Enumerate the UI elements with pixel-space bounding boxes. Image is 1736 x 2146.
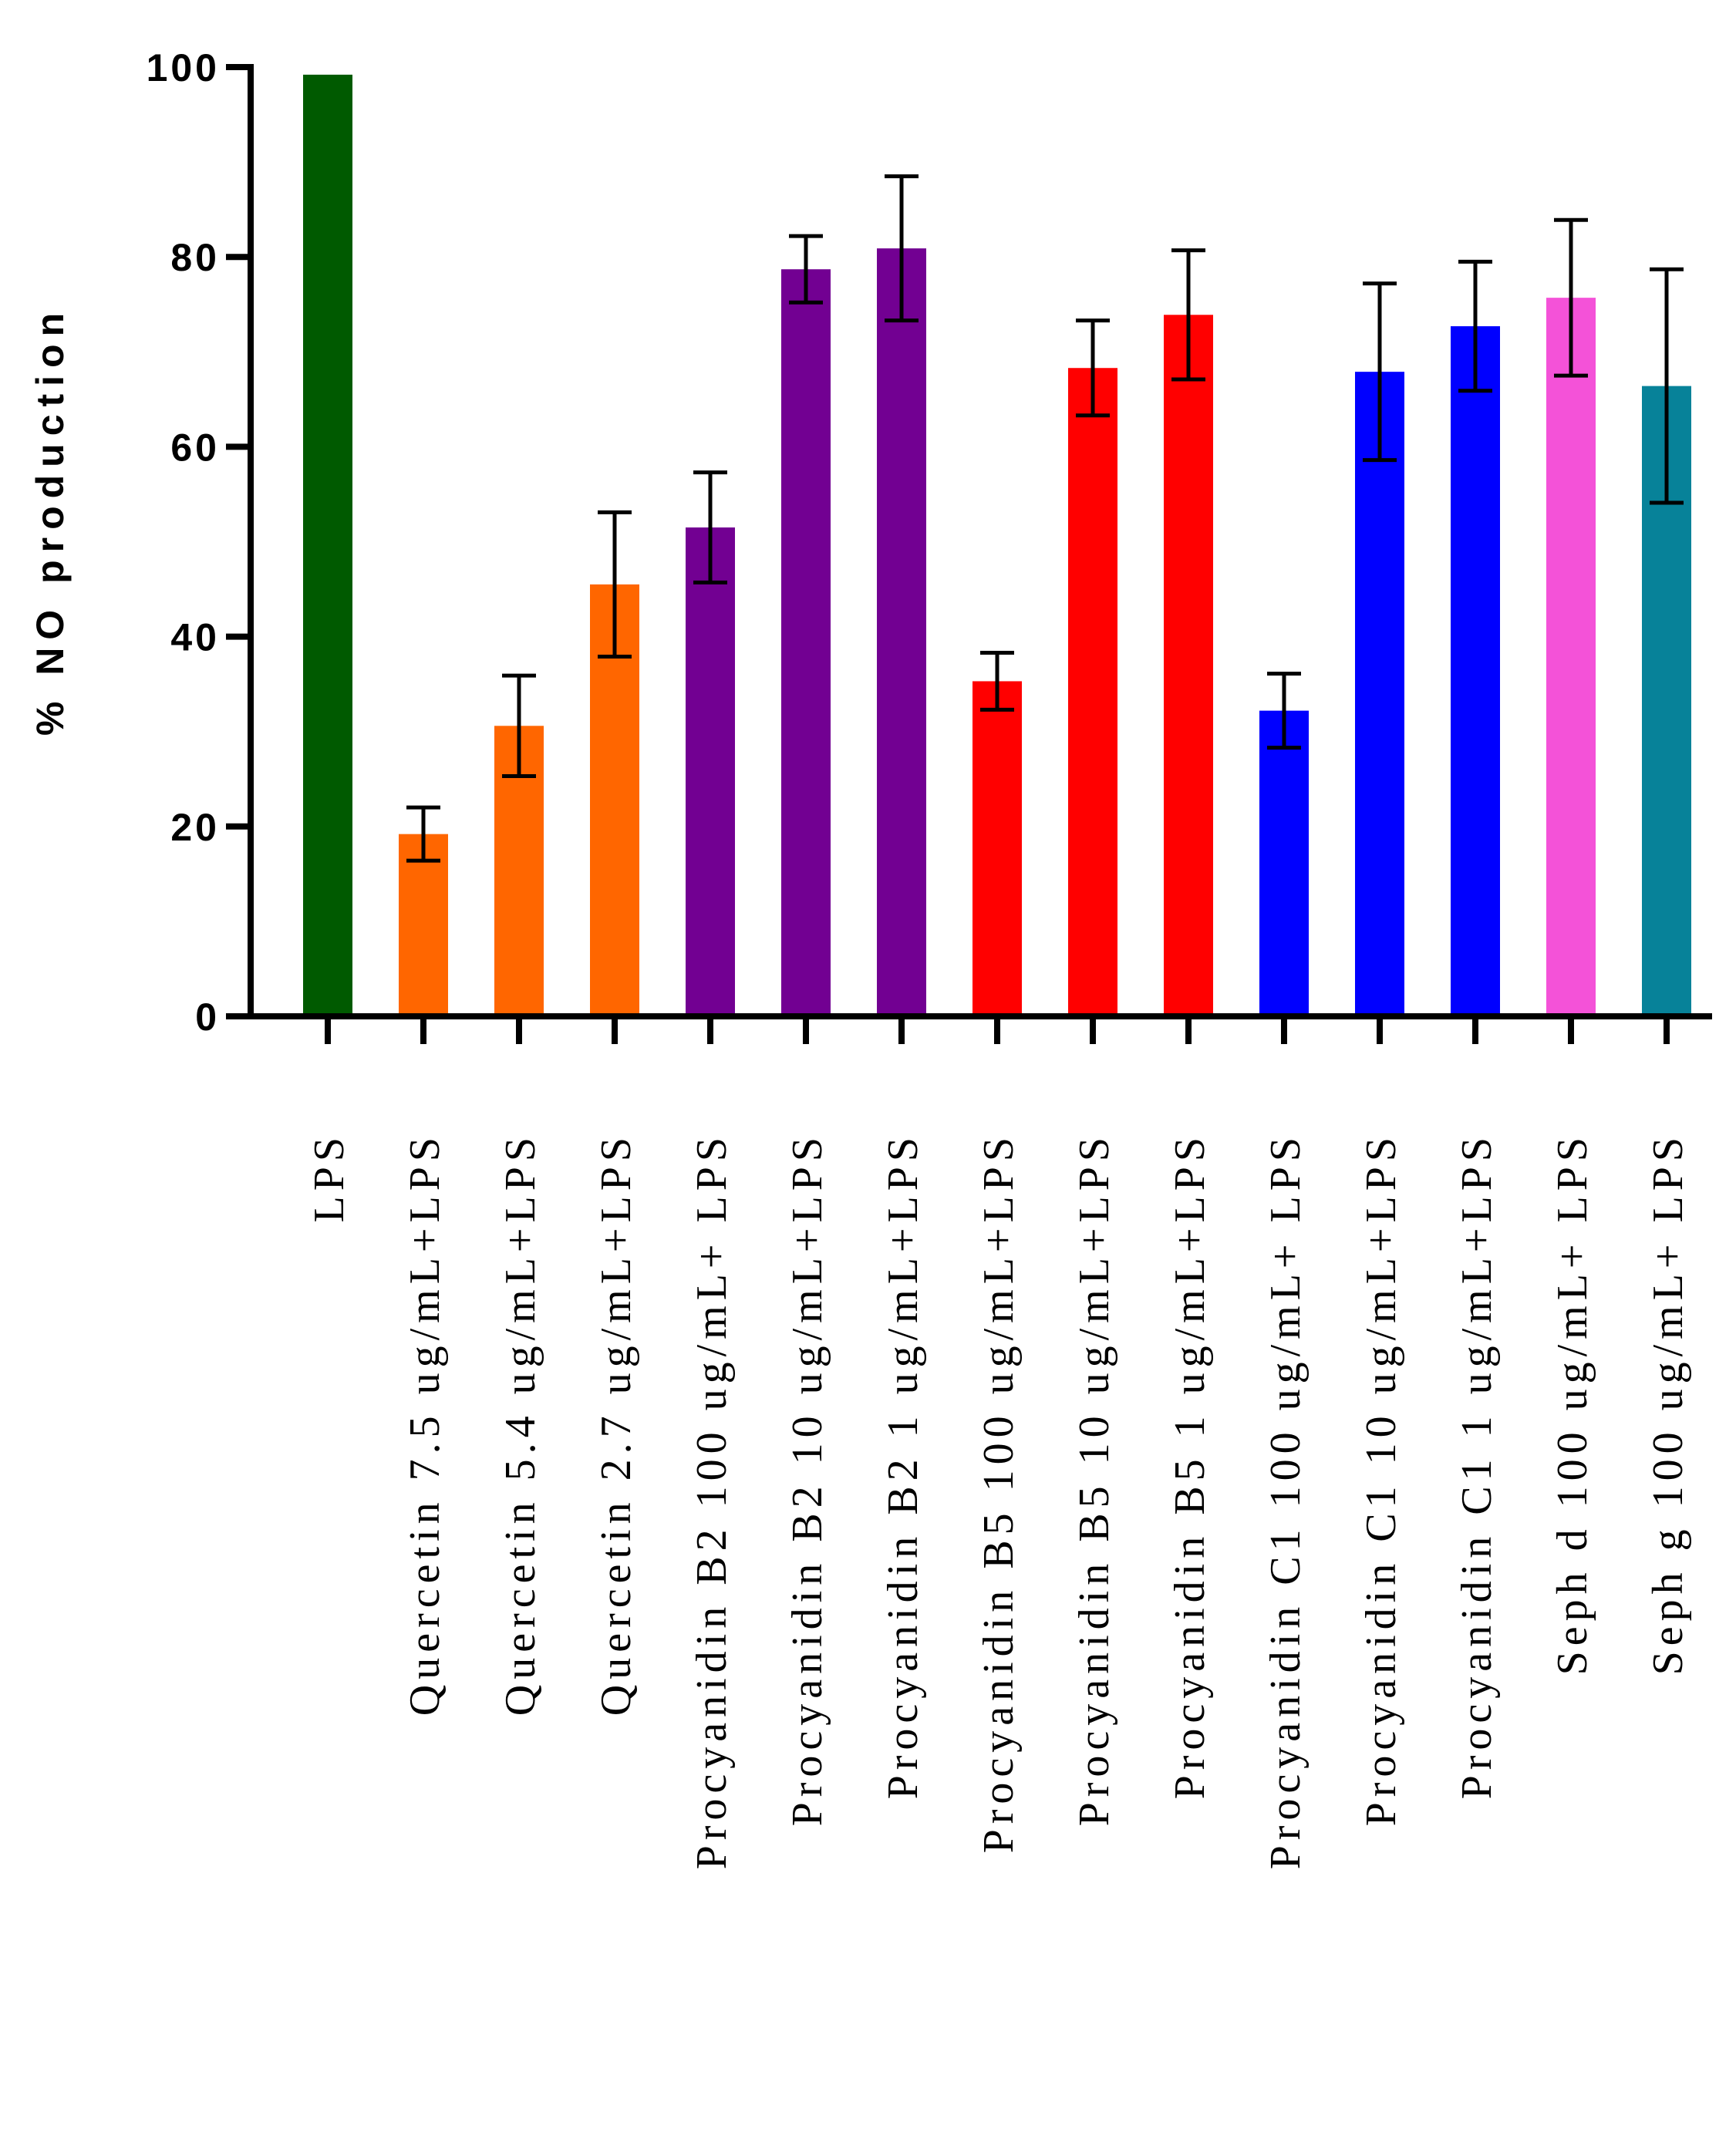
error-bar xyxy=(693,470,727,585)
bar xyxy=(972,681,1022,1016)
y-axis-title: % NO production xyxy=(29,305,72,736)
error-bar xyxy=(598,510,632,659)
x-tick-label: Procyanidin C1 10 ug/mL+LPS xyxy=(1357,1132,1405,1826)
x-tick-label: Procyanidin B2 1 ug/mL+LPS xyxy=(879,1132,927,1799)
x-tick-label: Procyanidin C1 1 ug/mL+LPS xyxy=(1453,1132,1501,1799)
y-tick-label: 80 xyxy=(170,236,220,279)
y-tick-label: 20 xyxy=(170,806,220,849)
y-tick-label: 40 xyxy=(170,616,220,659)
error-bar xyxy=(1650,267,1684,505)
x-tick-label: Quercetin 2.7 ug/mL+LPS xyxy=(592,1132,640,1716)
bar xyxy=(877,248,926,1017)
y-tick-label: 100 xyxy=(147,46,220,89)
x-tick-label: Procyanidin B2 100 ug/mL+ LPS xyxy=(688,1132,736,1869)
error-bar xyxy=(1076,318,1110,418)
error-bar xyxy=(885,174,919,323)
bar xyxy=(1259,710,1309,1016)
error-bar xyxy=(789,234,823,305)
x-tick-label: Seph g 100 ug/mL+ LPS xyxy=(1644,1132,1692,1675)
x-tick-label: Procyanidin B5 10 ug/mL+LPS xyxy=(1070,1132,1118,1826)
bar xyxy=(399,834,448,1016)
bar xyxy=(1451,326,1500,1016)
error-bar xyxy=(1267,672,1301,750)
error-bar xyxy=(1458,259,1492,393)
error-bars xyxy=(406,174,1684,863)
error-bar xyxy=(1554,217,1588,378)
x-tick-label: Quercetin 7.5 ug/mL+LPS xyxy=(401,1132,449,1716)
y-tick-label: 0 xyxy=(195,996,220,1039)
x-tick-label: Seph d 100 ug/mL+ LPS xyxy=(1549,1132,1596,1675)
bar xyxy=(686,527,735,1016)
error-bar xyxy=(1171,248,1205,382)
bar xyxy=(1068,368,1117,1016)
error-bar xyxy=(980,651,1014,712)
x-tick-label: Quercetin 5.4 ug/mL+LPS xyxy=(497,1132,544,1716)
x-axis-ticks xyxy=(325,1016,1670,1044)
x-tick-label: LPS xyxy=(305,1132,353,1223)
bar xyxy=(1546,298,1596,1016)
x-tick-label: Procyanidin C1 100 ug/mL+ LPS xyxy=(1262,1132,1310,1869)
error-bar xyxy=(1363,281,1397,463)
error-bar xyxy=(502,673,536,779)
x-tick-label: Procyanidin B5 100 ug/mL+LPS xyxy=(975,1132,1023,1853)
bar xyxy=(781,269,831,1016)
y-tick-label: 60 xyxy=(170,426,220,469)
bar xyxy=(1164,315,1213,1016)
x-tick-label: Procyanidin B5 1 ug/mL+LPS xyxy=(1166,1132,1214,1799)
bar xyxy=(1355,372,1404,1016)
bar xyxy=(303,74,352,1016)
error-bar xyxy=(406,805,440,863)
bars xyxy=(303,74,1691,1017)
x-tick-label: Procyanidin B2 10 ug/mL+LPS xyxy=(784,1132,831,1826)
x-axis-labels: LPS Quercetin 7.5 ug/mL+LPS Quercetin 5.4 … xyxy=(305,1132,1692,1869)
y-axis-ticks: 0 20 40 60 80 100 xyxy=(147,46,251,1039)
